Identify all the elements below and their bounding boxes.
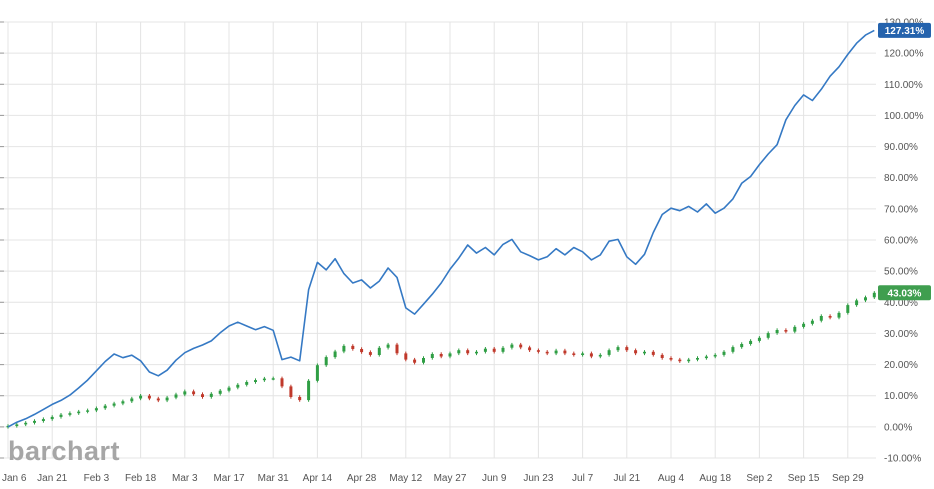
svg-text:May 12: May 12 <box>389 473 422 484</box>
y-axis-labels: 130.00%120.00%110.00%100.00%90.00%80.00%… <box>884 18 924 465</box>
svg-text:Apr 28: Apr 28 <box>347 473 377 484</box>
svg-text:20.00%: 20.00% <box>884 360 918 371</box>
svg-text:10.00%: 10.00% <box>884 391 918 402</box>
barchart-watermark: barchart <box>8 436 121 466</box>
svg-text:80.00%: 80.00% <box>884 173 918 184</box>
svg-text:43.03%: 43.03% <box>888 288 922 299</box>
svg-text:Jul 21: Jul 21 <box>613 473 640 484</box>
svg-text:Mar 3: Mar 3 <box>172 473 198 484</box>
svg-text:30.00%: 30.00% <box>884 329 918 340</box>
gridlines <box>0 21 876 459</box>
svg-text:40.00%: 40.00% <box>884 298 918 309</box>
svg-text:Mar 17: Mar 17 <box>213 473 245 484</box>
svg-text:Aug 4: Aug 4 <box>658 473 685 484</box>
svg-text:100.00%: 100.00% <box>884 111 924 122</box>
svg-text:Jul 7: Jul 7 <box>572 473 594 484</box>
svg-text:Jan 6: Jan 6 <box>2 473 27 484</box>
svg-text:-10.00%: -10.00% <box>884 454 921 465</box>
svg-text:Sep 15: Sep 15 <box>788 473 820 484</box>
svg-text:50.00%: 50.00% <box>884 267 918 278</box>
svg-text:70.00%: 70.00% <box>884 204 918 215</box>
svg-text:60.00%: 60.00% <box>884 236 918 247</box>
svg-text:90.00%: 90.00% <box>884 142 918 153</box>
left-axis-ticks <box>0 21 4 459</box>
svg-text:120.00%: 120.00% <box>884 49 924 60</box>
line-last-value-badge: 127.31% <box>878 22 931 38</box>
svg-text:127.31%: 127.31% <box>885 26 925 37</box>
svg-text:Jun 9: Jun 9 <box>482 473 507 484</box>
svg-text:May 27: May 27 <box>434 473 467 484</box>
candle-last-value-badge: 43.03% <box>878 285 931 301</box>
svg-text:Sep 29: Sep 29 <box>832 473 864 484</box>
svg-text:Mar 31: Mar 31 <box>258 473 290 484</box>
candlestick-series <box>6 291 876 429</box>
svg-text:Jan 21: Jan 21 <box>37 473 67 484</box>
x-axis-labels: Jan 6 Jan 21 Feb 3 Feb 18 Mar 3 Mar 17 Mar 31 A… <box>2 473 864 484</box>
svg-text:Apr 14: Apr 14 <box>303 473 333 484</box>
svg-text:Feb 3: Feb 3 <box>84 473 110 484</box>
svg-text:0.00%: 0.00% <box>884 422 912 433</box>
svg-text:Aug 18: Aug 18 <box>699 473 731 484</box>
svg-text:Feb 18: Feb 18 <box>125 473 157 484</box>
svg-text:Jun 23: Jun 23 <box>523 473 553 484</box>
line-series <box>7 29 875 428</box>
svg-text:110.00%: 110.00% <box>884 80 923 91</box>
svg-text:Sep 2: Sep 2 <box>746 473 773 484</box>
